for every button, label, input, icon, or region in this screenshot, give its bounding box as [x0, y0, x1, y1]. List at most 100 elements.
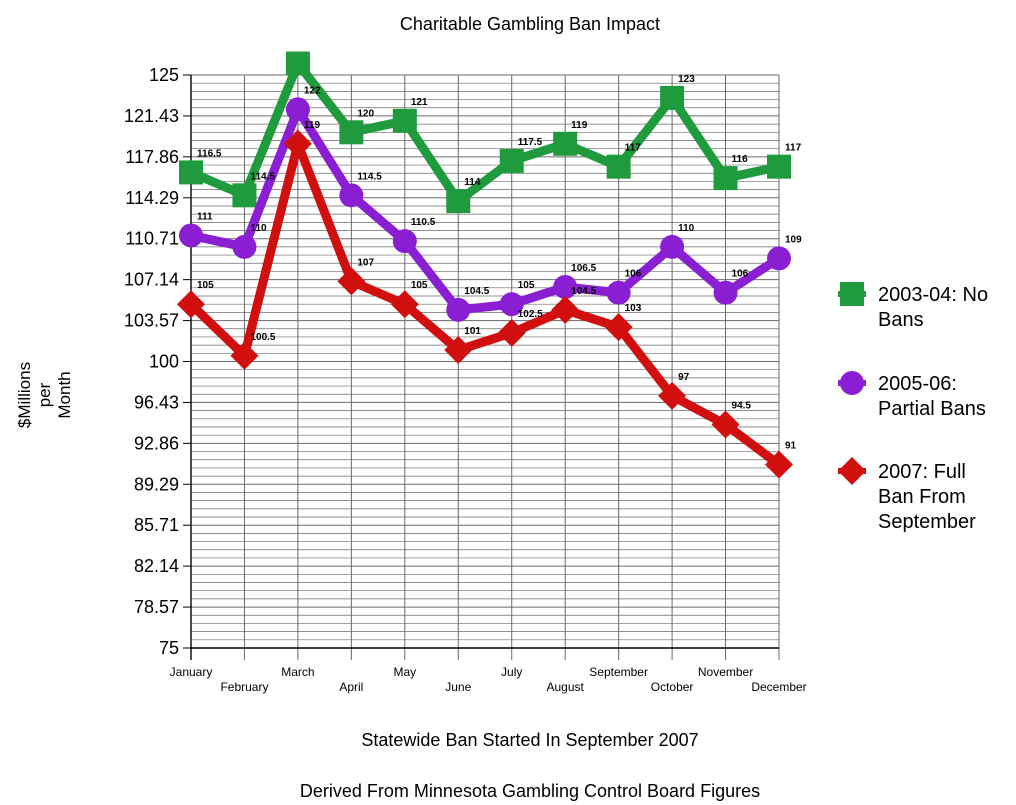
data-point — [660, 85, 685, 110]
y-tick-label: 89.29 — [134, 474, 179, 494]
data-label: 119 — [571, 120, 588, 131]
data-point — [497, 318, 526, 347]
data-point — [606, 280, 631, 305]
grid — [190, 74, 780, 660]
data-point — [283, 129, 312, 158]
legend-item: 2005-06: Partial Bans — [838, 371, 986, 420]
y-tick-label: 103.57 — [124, 311, 179, 331]
data-point — [446, 189, 471, 214]
legend-label: 2007: Full — [878, 461, 966, 483]
data-label: 104.5 — [464, 286, 489, 297]
y-tick-label: 117.86 — [125, 147, 179, 167]
y-tick-label: 125 — [149, 65, 179, 85]
data-label: 105 — [197, 280, 214, 291]
data-point — [232, 234, 257, 259]
legend-label: Ban From — [878, 486, 966, 508]
y-tick-label: 82.14 — [134, 556, 179, 576]
y-tick-label: 121.43 — [124, 106, 179, 126]
data-label: 123 — [678, 74, 695, 85]
legend-label: Partial Bans — [878, 398, 986, 420]
y-tick-label: 75 — [159, 638, 179, 658]
data-label: 106 — [732, 269, 749, 280]
data-point — [551, 295, 580, 324]
data-point — [711, 410, 740, 439]
data-point — [499, 292, 524, 317]
data-point — [604, 313, 633, 342]
x-tick-label: October — [651, 680, 694, 694]
data-label: 110.5 — [411, 217, 436, 228]
data-point — [553, 131, 578, 156]
data-point — [446, 297, 471, 322]
data-label: 114 — [464, 177, 481, 188]
y-tick-label: 92.86 — [134, 433, 179, 453]
data-point — [765, 450, 793, 479]
y-axis-title-line: per — [35, 382, 54, 407]
data-point — [444, 336, 473, 365]
y-tick-label: 96.43 — [134, 392, 179, 412]
data-label: 119 — [304, 120, 321, 131]
data-point — [179, 223, 203, 248]
x-tick-label: January — [170, 665, 213, 679]
data-point — [392, 108, 417, 133]
data-point — [339, 120, 364, 145]
x-tick-label: June — [445, 680, 471, 694]
x-tick-label: August — [547, 680, 585, 694]
data-label: 116 — [732, 154, 749, 165]
series-line — [189, 54, 780, 208]
data-point — [606, 154, 631, 179]
y-tick-label: 114.29 — [125, 188, 179, 208]
data-label: 110 — [250, 223, 267, 234]
data-point — [339, 183, 364, 208]
data-point — [553, 275, 578, 300]
data-label: 97 — [678, 372, 690, 383]
data-label: 121 — [411, 97, 428, 108]
legend-label: Bans — [878, 309, 924, 331]
legend-label: September — [878, 511, 976, 533]
data-label: 117 — [785, 143, 802, 154]
data-label: 100.5 — [250, 332, 275, 343]
data-point — [285, 97, 310, 122]
data-label: 117.5 — [518, 137, 543, 148]
data-label: 107 — [357, 257, 374, 268]
data-labels: 116.5 114.5 120 121 114 117.5 119 117 123 116 117 1… — [197, 74, 802, 452]
data-label: 114.5 — [357, 171, 382, 182]
x-tick-label: May — [393, 665, 416, 679]
data-point — [767, 246, 791, 271]
data-label: 106 — [625, 269, 642, 280]
x-tick-label: February — [220, 680, 268, 694]
data-point — [713, 166, 738, 191]
data-label: 106.5 — [571, 263, 596, 274]
data-point — [232, 183, 257, 208]
legend-label: 2005-06: — [878, 373, 957, 395]
data-point — [177, 290, 205, 319]
data-point — [392, 229, 417, 254]
data-label: 102.5 — [518, 309, 543, 320]
y-tick-label: 110.71 — [125, 229, 179, 249]
x-tick-label: July — [501, 665, 522, 679]
data-label: 116.5 — [197, 148, 222, 159]
data-label: 122 — [304, 85, 321, 96]
data-label: 103 — [625, 303, 642, 314]
data-label: 105 — [518, 280, 535, 291]
x-tick-label: September — [589, 665, 648, 679]
data-point — [660, 234, 685, 259]
x-tick-label: December — [751, 680, 806, 694]
x-tick-label: March — [281, 665, 314, 679]
legend-marker — [838, 457, 866, 485]
axes: 75 78.57 82.14 85.71 89.29 92.86 96.43 100 103.5… — [124, 65, 807, 694]
data-label: 109 — [785, 234, 802, 245]
data-label: 105 — [411, 280, 428, 291]
data-point — [230, 341, 259, 370]
data-label: 104.5 — [571, 286, 596, 297]
x-tick-label: April — [339, 680, 363, 694]
data-point — [767, 154, 791, 179]
legend-marker — [840, 282, 864, 306]
data-label: 111 — [197, 211, 213, 222]
y-axis-title-line: $Millions — [15, 362, 34, 428]
x-axis-title: Statewide Ban Started In September 2007 — [361, 730, 698, 750]
data-point — [658, 381, 687, 410]
data-label: 94.5 — [732, 401, 752, 412]
x-tick-label: November — [698, 665, 753, 679]
y-axis-title-line: Month — [55, 371, 74, 418]
